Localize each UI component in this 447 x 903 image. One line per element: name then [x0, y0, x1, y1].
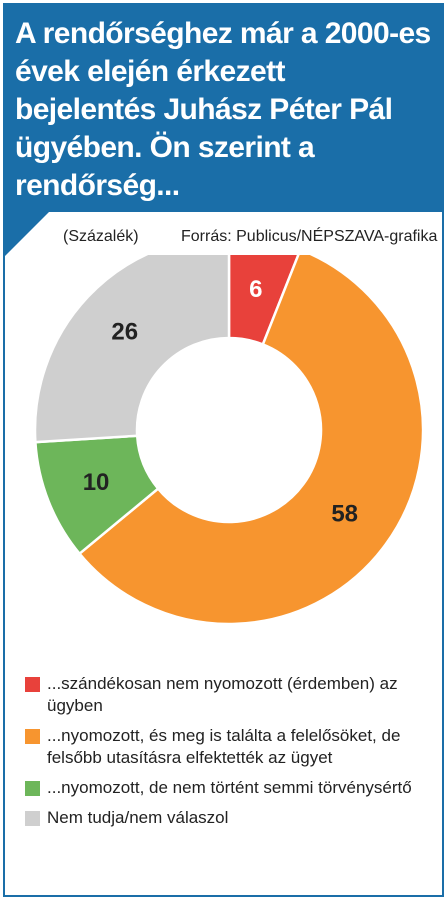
legend-swatch-orange: [25, 729, 40, 744]
legend: ...szándékosan nem nyomozott (érdemben) …: [25, 673, 435, 837]
slice-red: [227, 255, 300, 347]
legend-swatch-gray: [25, 811, 40, 826]
value-label-58: 58: [331, 501, 358, 528]
slice-gray: [33, 255, 231, 444]
value-label-10: 10: [83, 469, 110, 496]
legend-swatch-green: [25, 781, 40, 796]
value-label-6: 6: [249, 276, 262, 303]
infographic-frame: A rendőrséghez már a 2000-es évek elején…: [3, 3, 444, 897]
legend-label: ...nyomozott, de nem történt semmi törvé…: [47, 778, 412, 797]
legend-label: Nem tudja/nem válaszol: [47, 808, 229, 827]
chart-title: A rendőrséghez már a 2000-es évek elején…: [15, 17, 431, 202]
header-banner: A rendőrséghez már a 2000-es évek elején…: [5, 5, 442, 212]
legend-item-deliberately-not-investigated: ...szándékosan nem nyomozott (érdemben) …: [25, 673, 435, 717]
legend-item-no-violation: ...nyomozott, de nem történt semmi törvé…: [25, 777, 435, 799]
unit-note: (Százalék): [63, 228, 139, 245]
header-notch: [5, 210, 51, 256]
source-note: Forrás: Publicus/NÉPSZAVA-grafika: [181, 228, 438, 245]
legend-label: ...szándékosan nem nyomozott (érdemben) …: [47, 674, 398, 715]
donut-chart: 6 58 10 26: [33, 255, 425, 626]
value-label-26: 26: [111, 319, 138, 346]
legend-swatch-red: [25, 677, 40, 692]
legend-item-dont-know: Nem tudja/nem válaszol: [25, 807, 435, 829]
legend-label: ...nyomozott, és meg is találta a felelő…: [47, 726, 401, 767]
slice-orange: [77, 255, 425, 626]
legend-item-investigated-shelved: ...nyomozott, és meg is találta a felelő…: [25, 725, 435, 769]
